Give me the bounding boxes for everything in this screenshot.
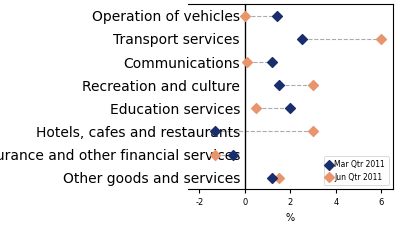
Mar Qtr 2011 — [269, 176, 276, 180]
Jun Qtr 2011 — [244, 60, 250, 64]
Mar Qtr 2011 — [299, 37, 305, 41]
Jun Qtr 2011 — [378, 37, 385, 41]
Jun Qtr 2011 — [253, 106, 259, 110]
Jun Qtr 2011 — [310, 83, 316, 87]
Legend: Mar Qtr 2011, Jun Qtr 2011: Mar Qtr 2011, Jun Qtr 2011 — [324, 156, 389, 185]
Mar Qtr 2011 — [274, 14, 280, 17]
Jun Qtr 2011 — [242, 14, 248, 17]
Mar Qtr 2011 — [276, 83, 282, 87]
Mar Qtr 2011 — [269, 60, 276, 64]
Jun Qtr 2011 — [212, 153, 218, 156]
Jun Qtr 2011 — [276, 176, 282, 180]
X-axis label: %: % — [286, 213, 295, 223]
Jun Qtr 2011 — [310, 130, 316, 133]
Mar Qtr 2011 — [212, 130, 218, 133]
Mar Qtr 2011 — [230, 153, 237, 156]
Mar Qtr 2011 — [287, 106, 293, 110]
